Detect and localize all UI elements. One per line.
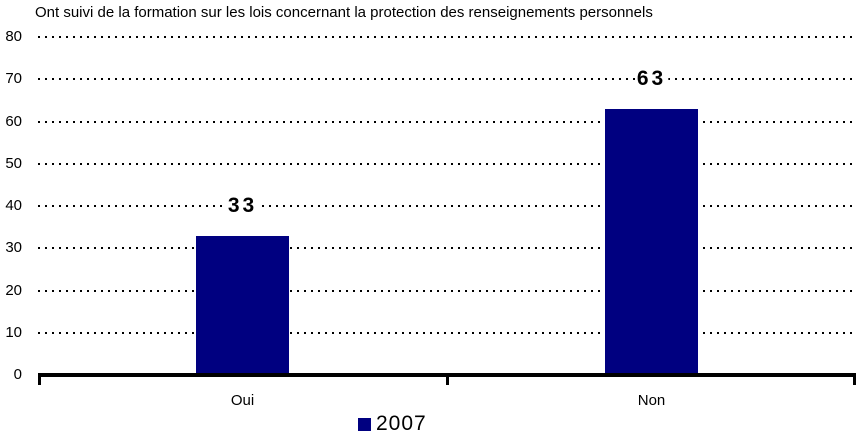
- gridline-60: [38, 120, 856, 123]
- legend-series-label: 2007: [376, 412, 427, 435]
- x-category-label-non: Non: [637, 392, 666, 409]
- gridline-70: [38, 78, 856, 81]
- y-tick-label-10: 10: [5, 323, 22, 341]
- legend-swatch-icon: [358, 417, 371, 431]
- bar-oui: [196, 235, 289, 375]
- y-tick-label-50: 50: [5, 154, 22, 172]
- gridline-20: [38, 289, 856, 292]
- y-tick-label-30: 30: [5, 239, 22, 257]
- y-tick-label-40: 40: [5, 197, 22, 214]
- chart-title: Ont suivi de la formation sur les lois c…: [35, 4, 653, 21]
- legend: 2007: [358, 413, 427, 435]
- y-tick-label-60: 60: [5, 112, 22, 130]
- y-tick-label-70: 70: [5, 70, 22, 88]
- gridline-40: [38, 205, 856, 207]
- gridline-80: [38, 36, 856, 38]
- bar-non: [605, 108, 698, 375]
- gridline-30: [38, 247, 856, 250]
- y-tick-label-80: 80: [5, 28, 22, 45]
- y-tick-label-0: 0: [13, 366, 22, 383]
- x-axis-tick-0: [38, 373, 41, 385]
- data-label-non: 63: [634, 66, 669, 91]
- x-category-label-oui: Oui: [230, 392, 255, 409]
- data-label-oui: 33: [225, 193, 260, 218]
- gridline-50: [38, 162, 856, 165]
- x-axis-tick-2: [853, 373, 856, 385]
- y-tick-label-20: 20: [5, 281, 22, 299]
- x-axis-tick-1: [445, 373, 449, 385]
- gridline-10: [38, 331, 856, 334]
